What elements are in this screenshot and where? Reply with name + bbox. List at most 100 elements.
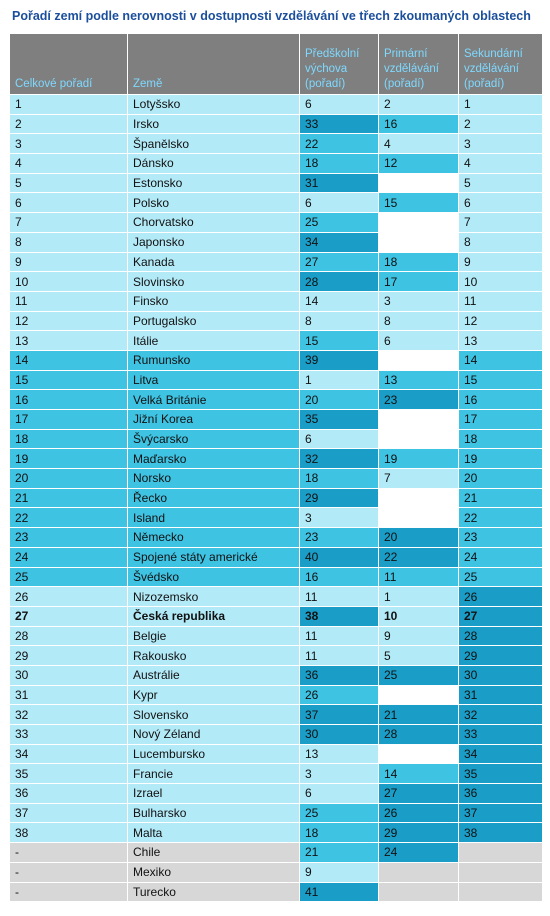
cell-country: Bulharsko xyxy=(127,802,300,824)
cell-primary: 14 xyxy=(378,763,459,785)
cell-secondary: 7 xyxy=(458,212,543,233)
table-row: 11 Finsko 14 3 11 xyxy=(9,290,543,312)
cell-overall-rank: 25 xyxy=(9,566,128,588)
cell-secondary: 20 xyxy=(458,468,543,489)
cell-secondary: 27 xyxy=(458,605,543,627)
cell-secondary: 11 xyxy=(458,290,543,312)
cell-primary: 1 xyxy=(378,586,459,607)
cell-primary xyxy=(378,684,459,706)
cell-primary: 4 xyxy=(378,133,459,155)
cell-secondary: 14 xyxy=(458,349,543,371)
cell-overall-rank: 26 xyxy=(9,586,128,607)
cell-country: Portugalsko xyxy=(127,310,300,332)
cell-primary xyxy=(378,507,459,529)
cell-primary xyxy=(378,428,459,450)
cell-secondary: 23 xyxy=(458,527,543,548)
table-row: 31 Kypr 26 31 xyxy=(9,684,543,706)
cell-overall-rank: 32 xyxy=(9,704,128,725)
cell-preschool: 29 xyxy=(299,487,379,509)
cell-overall-rank: 8 xyxy=(9,231,128,253)
cell-secondary: 9 xyxy=(458,251,543,273)
cell-secondary: 36 xyxy=(458,783,543,804)
cell-secondary: 25 xyxy=(458,566,543,588)
table-row: 15 Litva 1 13 15 xyxy=(9,369,543,391)
cell-primary: 10 xyxy=(378,605,459,627)
cell-overall-rank: 38 xyxy=(9,822,128,844)
table-row: 35 Francie 3 14 35 xyxy=(9,763,543,785)
cell-secondary: 12 xyxy=(458,310,543,332)
cell-overall-rank: 15 xyxy=(9,369,128,391)
cell-country: Chile xyxy=(127,842,300,863)
cell-preschool: 13 xyxy=(299,743,379,765)
cell-overall-rank: 10 xyxy=(9,271,128,292)
table-row: - Chile 21 24 xyxy=(9,842,543,863)
cell-secondary: 32 xyxy=(458,704,543,725)
cell-secondary: 37 xyxy=(458,802,543,824)
cell-preschool: 6 xyxy=(299,428,379,450)
cell-secondary: 19 xyxy=(458,448,543,470)
cell-country: Dánsko xyxy=(127,153,300,174)
cell-preschool: 9 xyxy=(299,861,379,883)
cell-primary: 6 xyxy=(378,330,459,351)
cell-overall-rank: 20 xyxy=(9,468,128,489)
cell-overall-rank: - xyxy=(9,881,128,903)
header-secondary: Sekundární vzdělávání (pořadí) xyxy=(458,33,543,95)
cell-primary: 23 xyxy=(378,389,459,410)
cell-country: Francie xyxy=(127,763,300,785)
cell-preschool: 15 xyxy=(299,330,379,351)
cell-primary: 11 xyxy=(378,566,459,588)
cell-country: Německo xyxy=(127,527,300,548)
cell-country: Island xyxy=(127,507,300,529)
cell-country: Jižní Korea xyxy=(127,409,300,430)
cell-country: Austrálie xyxy=(127,664,300,686)
table-row: 6 Polsko 6 15 6 xyxy=(9,192,543,214)
cell-preschool: 31 xyxy=(299,172,379,194)
cell-secondary: 2 xyxy=(458,113,543,135)
cell-primary xyxy=(378,487,459,509)
cell-preschool: 3 xyxy=(299,507,379,529)
table-row: 16 Velká Británie 20 23 16 xyxy=(9,389,543,410)
cell-primary: 21 xyxy=(378,704,459,725)
cell-country: Norsko xyxy=(127,468,300,489)
table-row: 34 Lucembursko 13 34 xyxy=(9,743,543,765)
cell-overall-rank: 33 xyxy=(9,724,128,745)
cell-overall-rank: - xyxy=(9,861,128,883)
header-preschool: Předškolní výchova (pořadí) xyxy=(299,33,379,95)
table-row: 10 Slovinsko 28 17 10 xyxy=(9,271,543,292)
cell-primary xyxy=(378,861,459,883)
cell-country: Izrael xyxy=(127,783,300,804)
cell-primary: 16 xyxy=(378,113,459,135)
cell-overall-rank: 19 xyxy=(9,448,128,470)
cell-country: Velká Británie xyxy=(127,389,300,410)
cell-preschool: 39 xyxy=(299,349,379,371)
cell-overall-rank: 29 xyxy=(9,645,128,666)
cell-preschool: 11 xyxy=(299,625,379,647)
cell-country: Rakousko xyxy=(127,645,300,666)
cell-preschool: 1 xyxy=(299,369,379,391)
cell-overall-rank: 28 xyxy=(9,625,128,647)
cell-country: Kanada xyxy=(127,251,300,273)
cell-secondary: 31 xyxy=(458,684,543,706)
cell-country: Španělsko xyxy=(127,133,300,155)
cell-overall-rank: 27 xyxy=(9,605,128,627)
cell-primary xyxy=(378,172,459,194)
cell-preschool: 41 xyxy=(299,881,379,903)
table-row: 22 Island 3 22 xyxy=(9,507,543,529)
table-row: - Mexiko 9 xyxy=(9,861,543,883)
cell-primary: 17 xyxy=(378,271,459,292)
cell-preschool: 21 xyxy=(299,842,379,863)
table-row: 26 Nizozemsko 11 1 26 xyxy=(9,586,543,607)
cell-country: Maďarsko xyxy=(127,448,300,470)
cell-primary: 22 xyxy=(378,546,459,568)
header-overall-rank: Celkové pořadí xyxy=(9,33,128,95)
cell-country: Chorvatsko xyxy=(127,212,300,233)
cell-secondary: 17 xyxy=(458,409,543,430)
cell-secondary: 6 xyxy=(458,192,543,214)
table-row: 9 Kanada 27 18 9 xyxy=(9,251,543,273)
cell-overall-rank: 17 xyxy=(9,409,128,430)
table-row: 18 Švýcarsko 6 18 xyxy=(9,428,543,450)
cell-overall-rank: 9 xyxy=(9,251,128,273)
cell-country: Belgie xyxy=(127,625,300,647)
cell-country: Kypr xyxy=(127,684,300,706)
cell-preschool: 37 xyxy=(299,704,379,725)
